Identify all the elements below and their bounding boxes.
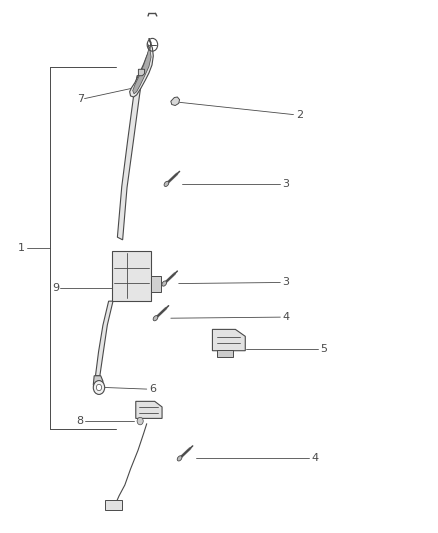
- Circle shape: [93, 381, 105, 394]
- Polygon shape: [133, 43, 151, 94]
- Circle shape: [137, 417, 143, 425]
- Text: 8: 8: [77, 416, 84, 426]
- Text: 4: 4: [283, 312, 290, 322]
- Text: 6: 6: [149, 384, 156, 394]
- Text: 9: 9: [53, 283, 60, 293]
- Ellipse shape: [162, 281, 166, 286]
- Text: 3: 3: [283, 179, 290, 189]
- Polygon shape: [117, 76, 142, 240]
- Text: 2: 2: [296, 110, 303, 119]
- Polygon shape: [95, 301, 113, 376]
- Ellipse shape: [164, 181, 169, 187]
- Polygon shape: [212, 329, 245, 351]
- Polygon shape: [171, 97, 180, 106]
- Text: 1: 1: [18, 243, 25, 253]
- Ellipse shape: [153, 316, 158, 321]
- Polygon shape: [130, 38, 153, 97]
- Polygon shape: [217, 350, 233, 357]
- Polygon shape: [93, 376, 103, 390]
- Circle shape: [96, 384, 102, 391]
- Polygon shape: [151, 276, 161, 292]
- Polygon shape: [138, 69, 145, 76]
- Polygon shape: [112, 251, 151, 301]
- Text: 7: 7: [77, 94, 84, 103]
- Text: 5: 5: [320, 344, 327, 354]
- Ellipse shape: [177, 456, 182, 461]
- Text: 3: 3: [283, 278, 290, 287]
- Polygon shape: [105, 500, 122, 510]
- Polygon shape: [136, 401, 162, 418]
- Text: 4: 4: [311, 454, 318, 463]
